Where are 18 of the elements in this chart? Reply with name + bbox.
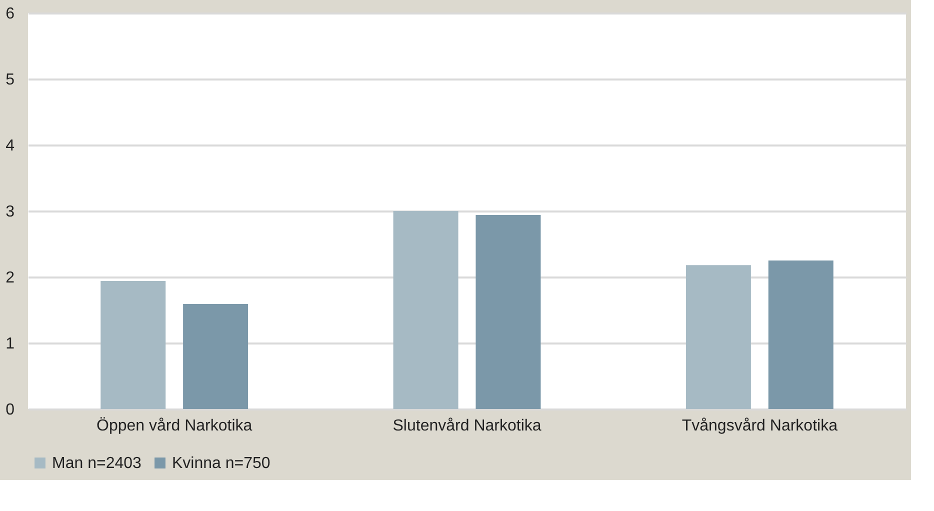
bar: [686, 265, 751, 409]
y-tick-label: 6: [6, 6, 15, 22]
x-tick-label: Öppen vård Narkotika: [96, 416, 252, 434]
x-tick-label: Tvångsvård Narkotika: [682, 418, 838, 434]
x-tick-label: Slutenvård Narkotika: [392, 418, 542, 434]
y-tick-label: 3: [6, 204, 15, 220]
bar: [183, 304, 248, 409]
y-tick-label: 2: [6, 270, 15, 286]
bar: [100, 280, 166, 409]
y-tick-label: 5: [6, 72, 15, 88]
y-tick-label: 1: [6, 336, 15, 352]
bar: [393, 211, 458, 409]
bar: [768, 260, 834, 409]
legend-label: Man n=2403: [52, 455, 142, 472]
legend-label: Kvinna n=750: [172, 455, 270, 472]
y-tick-label: 0: [6, 402, 15, 418]
bar: [476, 214, 541, 409]
y-tick-label: 4: [6, 138, 15, 154]
